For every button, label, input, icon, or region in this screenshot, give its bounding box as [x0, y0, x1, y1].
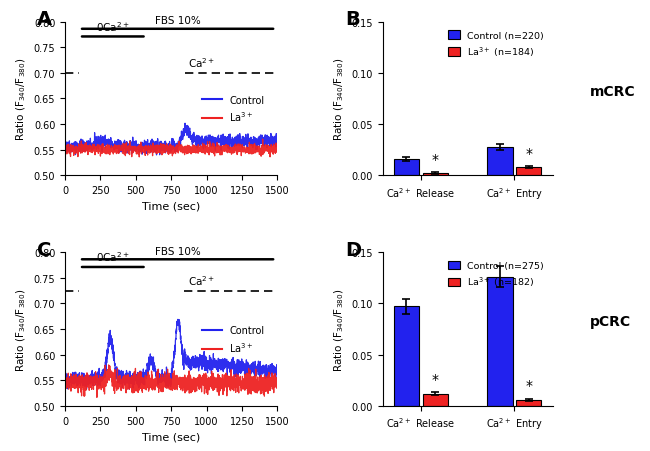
Text: *: * — [525, 379, 532, 393]
Text: pCRC: pCRC — [590, 315, 631, 328]
X-axis label: Time (sec): Time (sec) — [142, 431, 200, 441]
Text: C: C — [38, 240, 52, 259]
Text: 0Ca$^{2+}$: 0Ca$^{2+}$ — [96, 20, 129, 34]
Text: mCRC: mCRC — [590, 85, 636, 98]
Bar — [394, 160, 419, 176]
Text: Ca$^{2+}$: Ca$^{2+}$ — [188, 274, 215, 288]
Y-axis label: Ratio (F$_{340}$/F$_{380}$): Ratio (F$_{340}$/F$_{380}$) — [14, 58, 28, 141]
Y-axis label: Ratio (F$_{340}$/F$_{380}$): Ratio (F$_{340}$/F$_{380}$) — [332, 288, 346, 371]
Text: FBS 10%: FBS 10% — [155, 246, 201, 256]
X-axis label: Time (sec): Time (sec) — [142, 201, 200, 211]
Legend: Control (n=275), La$^{3+}$ (n=182): Control (n=275), La$^{3+}$ (n=182) — [445, 257, 548, 293]
Text: B: B — [345, 10, 360, 29]
Y-axis label: Ratio (F$_{340}$/F$_{380}$): Ratio (F$_{340}$/F$_{380}$) — [332, 58, 346, 141]
Text: 0Ca$^{2+}$: 0Ca$^{2+}$ — [96, 250, 129, 264]
Bar — [516, 400, 541, 406]
Bar — [487, 147, 513, 176]
Bar — [422, 174, 448, 176]
Y-axis label: Ratio (F$_{340}$/F$_{380}$): Ratio (F$_{340}$/F$_{380}$) — [14, 288, 28, 371]
Legend: Control, La$^{3+}$: Control, La$^{3+}$ — [198, 322, 268, 358]
Text: Ca$^{2+}$: Ca$^{2+}$ — [188, 56, 215, 70]
Text: *: * — [432, 153, 439, 167]
Text: *: * — [432, 373, 439, 387]
Text: D: D — [345, 240, 361, 259]
Legend: Control, La$^{3+}$: Control, La$^{3+}$ — [198, 92, 268, 128]
Text: A: A — [38, 10, 53, 29]
Bar — [487, 277, 513, 406]
Bar — [516, 168, 541, 176]
Bar — [394, 307, 419, 406]
Text: FBS 10%: FBS 10% — [155, 16, 201, 26]
Text: *: * — [525, 147, 532, 161]
Legend: Control (n=220), La$^{3+}$ (n=184): Control (n=220), La$^{3+}$ (n=184) — [445, 27, 548, 63]
Bar — [422, 394, 448, 406]
